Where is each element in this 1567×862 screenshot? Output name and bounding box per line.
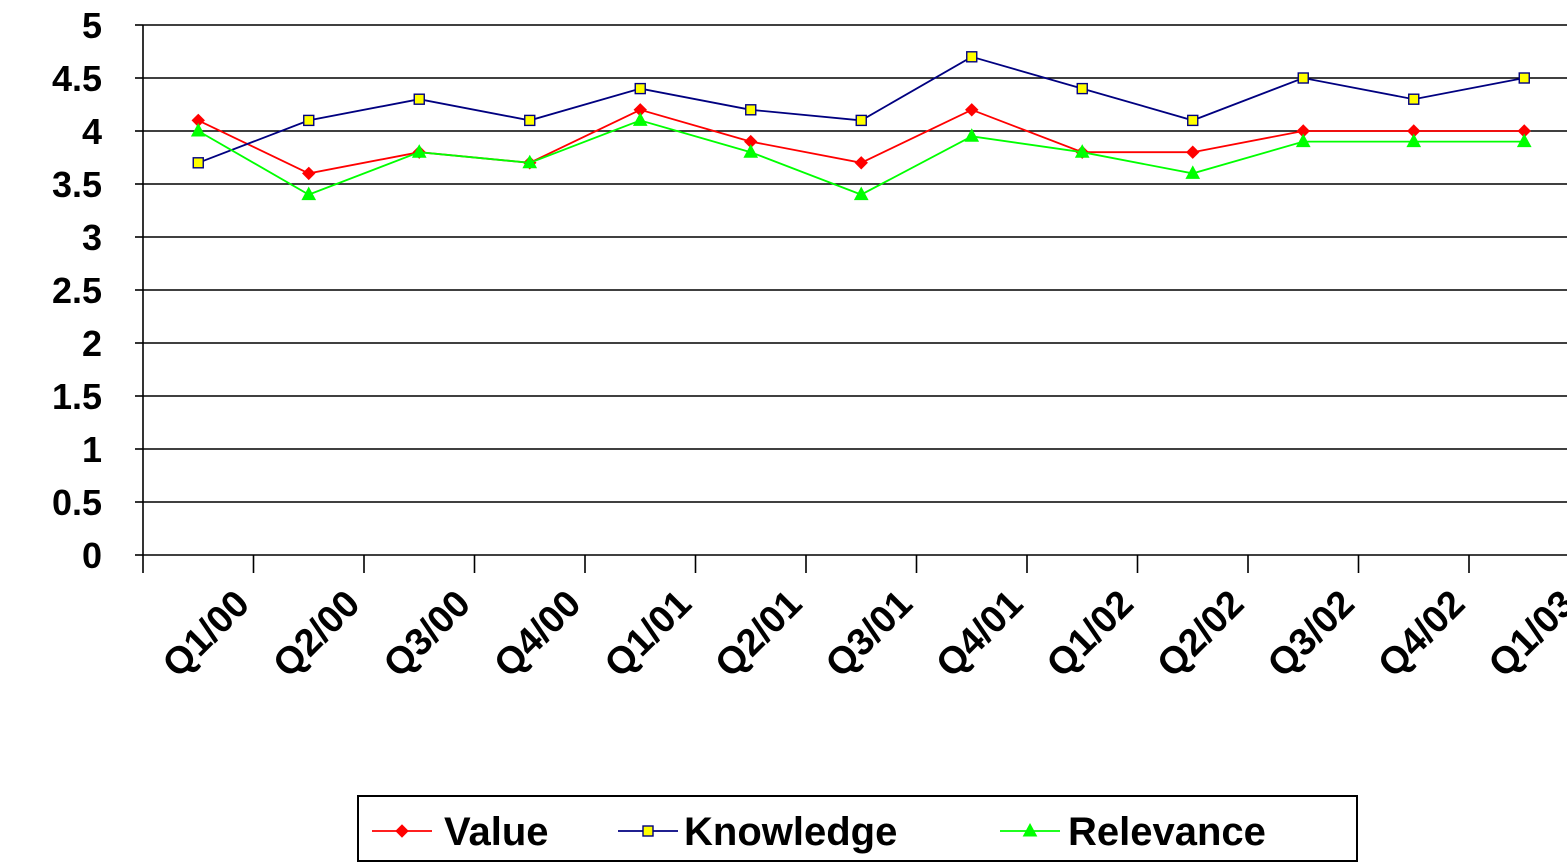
data-point [855,114,867,127]
y-tick-label: 4 [82,111,102,152]
y-tick-label: 0.5 [52,482,102,523]
gridlines [143,24,1567,503]
y-axis-ticks: 0 0.5 1 1.5 2 2.5 3 3.5 4 4.5 5 [52,5,143,576]
y-tick-label: 4.5 [52,58,102,99]
legend-item-relevance: Relevance [1000,810,1266,854]
data-point [411,144,427,158]
y-tick-label: 1 [82,429,102,470]
legend-label: Knowledge [684,810,897,854]
data-point [743,144,759,158]
x-tick-label: Q4/00 [486,583,589,686]
x-tick-label: Q1/02 [1039,583,1142,686]
legend-item-value: Value [372,810,549,854]
data-point [634,82,646,95]
y-tick-label: 2 [82,323,102,364]
legend-item-knowledge: Knowledge [618,810,897,854]
data-point [1076,82,1088,95]
data-point [1408,93,1420,105]
data-point [1187,114,1199,127]
y-tick-label: 1.5 [52,376,102,417]
legend-label: Value [444,810,549,854]
data-point [301,186,317,201]
y-tick-label: 3 [82,217,102,258]
series-relevance [190,112,1532,201]
series-group [190,51,1532,201]
x-tick-label: Q2/01 [707,583,810,686]
x-tick-label: Q3/00 [376,583,479,686]
data-point [192,157,204,169]
data-point [966,51,978,63]
data-point [522,154,538,169]
data-point [1297,72,1309,84]
x-tick-label: Q2/02 [1149,583,1252,686]
data-point [303,114,315,127]
x-tick-label: Q4/02 [1370,583,1473,686]
series-knowledge [192,51,1530,169]
data-point [1518,72,1530,84]
data-point [1295,133,1311,148]
x-tick-label: Q1/01 [597,583,700,686]
data-point [854,156,868,170]
data-point [964,128,980,142]
legend-swatch-marker [395,824,409,838]
data-point [745,104,757,116]
x-tick-label: Q1/00 [155,583,258,686]
y-tick-label: 5 [82,5,102,46]
data-point [1406,133,1422,148]
x-tick-label: Q3/01 [818,583,921,686]
legend-swatch-marker [1022,822,1038,837]
data-point [1185,165,1201,179]
y-tick-label: 2.5 [52,270,102,311]
legend: Value Knowledge Relevance [357,795,1358,862]
data-point [524,114,536,127]
legend-box [357,795,1358,862]
x-tick-label: Q3/02 [1260,583,1363,686]
data-point [413,93,425,105]
data-point [190,122,206,137]
data-point [302,166,316,181]
x-tick-label: Q4/01 [928,583,1031,686]
data-point [1516,133,1532,148]
legend-label: Relevance [1068,810,1266,854]
y-tick-label: 0 [82,535,102,576]
y-tick-label: 3.5 [52,164,102,205]
legend-swatch-marker [642,825,654,837]
x-axis-ticks: Q1/00 Q2/00 Q3/00 Q4/00 Q1/01 Q2/01 Q3/01 Q4/01… [142,555,1567,686]
data-point [853,186,869,201]
series-line [197,55,1525,164]
data-point [1186,145,1200,159]
x-tick-label: Q2/00 [265,583,368,686]
data-point [965,103,979,117]
x-tick-label: Q1/03 [1481,583,1567,686]
data-point [1074,144,1090,158]
data-point [632,112,648,126]
